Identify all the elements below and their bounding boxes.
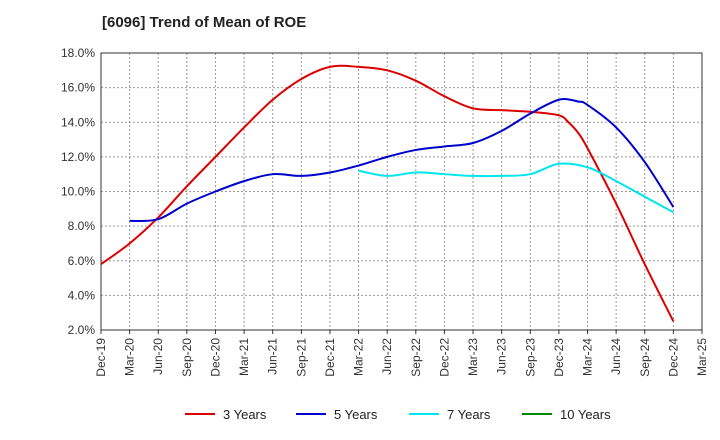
x-tick-label: Jun-20 (151, 338, 165, 375)
y-tick-label: 2.0% (68, 323, 96, 337)
x-tick-label: Sep-24 (638, 338, 652, 377)
x-tick-label: Mar-20 (123, 338, 137, 376)
legend-label: 5 Years (334, 407, 378, 422)
x-tick-label: Sep-23 (523, 338, 537, 377)
x-axis: Dec-19 Mar-20 Jun-20 Sep-20 Dec-20 Mar-21 Jun-… (94, 330, 709, 377)
x-tick-label: Sep-21 (294, 338, 308, 377)
x-tick-label: Jun-24 (609, 338, 623, 375)
legend: 3 Years 5 Years 7 Years 10 Years (185, 407, 611, 422)
y-axis: 2.0% 4.0% 6.0% 8.0% 10.0% 12.0% 14.0% 16.0% 18.0… (61, 46, 95, 337)
series-line-3-years (100, 64, 675, 322)
x-tick-label: Sep-20 (180, 338, 194, 377)
chart-title: [6096] Trend of Mean of ROE (102, 14, 307, 31)
series-layer (100, 64, 675, 322)
legend-label: 3 Years (223, 407, 267, 422)
y-tick-label: 16.0% (61, 81, 95, 95)
series-line-5-years (129, 98, 675, 223)
plot-area (100, 52, 703, 331)
series-line-7-years (358, 162, 674, 214)
x-tick-label: Sep-22 (409, 338, 423, 377)
x-tick-label: Mar-24 (581, 338, 595, 376)
x-tick-label: Dec-19 (94, 338, 108, 377)
grid (100, 52, 703, 331)
y-tick-label: 6.0% (68, 254, 96, 268)
y-tick-label: 18.0% (61, 46, 95, 60)
x-tick-label: Dec-20 (208, 338, 222, 377)
x-tick-label: Jun-22 (380, 338, 394, 375)
x-tick-label: Mar-21 (237, 338, 251, 376)
y-tick-label: 10.0% (61, 185, 95, 199)
y-tick-label: 4.0% (68, 288, 96, 302)
y-tick-label: 14.0% (61, 115, 95, 129)
x-tick-label: Mar-23 (466, 338, 480, 376)
legend-label: 10 Years (560, 407, 611, 422)
x-tick-label: Jun-21 (266, 338, 280, 375)
x-tick-label: Dec-24 (666, 338, 680, 377)
y-tick-label: 8.0% (68, 219, 96, 233)
x-tick-label: Dec-23 (552, 338, 566, 377)
y-tick-label: 12.0% (61, 150, 95, 164)
legend-label: 7 Years (447, 407, 491, 422)
x-tick-label: Mar-22 (352, 338, 366, 376)
x-tick-label: Jun-23 (495, 338, 509, 375)
x-tick-label: Dec-22 (437, 338, 451, 377)
x-tick-label: Dec-21 (323, 338, 337, 377)
x-tick-label: Mar-25 (695, 338, 709, 376)
